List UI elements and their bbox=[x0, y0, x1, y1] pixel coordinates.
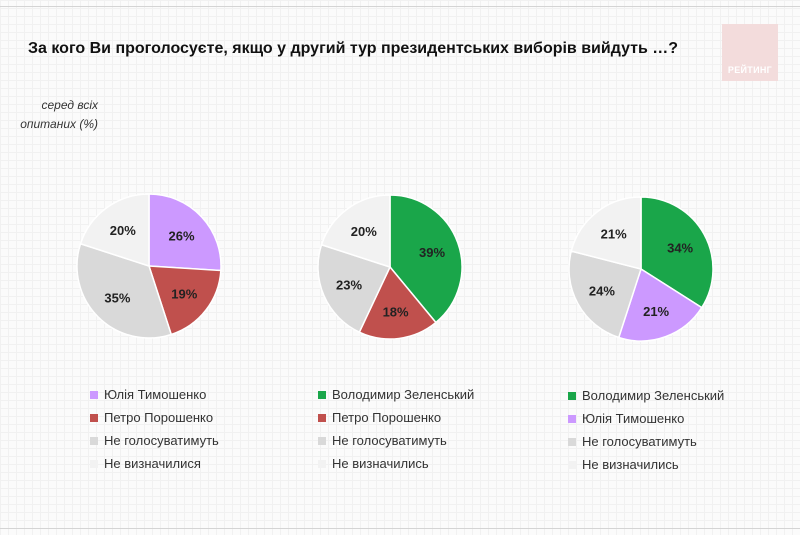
pie-slice bbox=[76, 242, 173, 339]
legend-label: Юлія Тимошенко bbox=[582, 411, 685, 426]
bottom-border-line bbox=[0, 528, 800, 529]
legend-label: Володимир Зеленський bbox=[582, 388, 725, 403]
subtitle-line-1: серед всіх bbox=[41, 98, 98, 112]
pie-chart-3: 34% 21% 24% 21% bbox=[568, 196, 714, 342]
pie-slice bbox=[79, 193, 150, 268]
pie-slice-label: 21% bbox=[601, 227, 627, 242]
legend-swatch bbox=[318, 436, 326, 445]
legend-2: Володимир Зеленський Петро Порошенко Не … bbox=[318, 383, 474, 475]
pie-slice bbox=[320, 194, 391, 269]
pie-slice-label: 23% bbox=[336, 278, 362, 293]
legend-swatch bbox=[90, 413, 98, 422]
legend-item: Не голосуватимуть bbox=[318, 429, 474, 452]
legend-label: Не голосуватимуть bbox=[104, 433, 219, 448]
pie-slice-label: 18% bbox=[383, 304, 409, 319]
subtitle-line-2: опитаних (%) bbox=[20, 117, 98, 131]
brand-logo: РЕЙТИНГ bbox=[722, 24, 778, 81]
legend-swatch bbox=[568, 460, 576, 469]
legend-label: Володимир Зеленський bbox=[332, 387, 475, 402]
pie-slice bbox=[147, 265, 222, 336]
legend-swatch bbox=[90, 436, 98, 445]
legend-swatch bbox=[318, 413, 326, 422]
pie-slice-label: 34% bbox=[667, 240, 693, 255]
chart-subtitle: серед всіх опитаних (%) bbox=[18, 96, 98, 134]
chart-title: За кого Ви проголосуєте, якщо у другий т… bbox=[28, 40, 679, 57]
brand-logo-text: РЕЙТИНГ bbox=[727, 65, 773, 75]
legend-swatch bbox=[90, 390, 98, 399]
legend-label: Не визначились bbox=[582, 457, 679, 472]
legend-item: Не визначились bbox=[318, 452, 474, 475]
pie-slice-label: 20% bbox=[110, 223, 136, 238]
pie-slice-label: 24% bbox=[589, 284, 615, 299]
legend-swatch bbox=[318, 390, 326, 399]
pie-slice bbox=[570, 196, 642, 270]
pie-chart-1: 26% 19% 35% 20% bbox=[76, 193, 222, 339]
pie-slice-label: 26% bbox=[169, 228, 195, 243]
pie-slice bbox=[389, 194, 463, 324]
pie-slice bbox=[358, 265, 437, 340]
pie-slice-label: 35% bbox=[104, 291, 130, 306]
legend-label: Не визначились bbox=[332, 456, 429, 471]
legend-label: Не голосуватимуть bbox=[582, 434, 697, 449]
legend-swatch bbox=[568, 391, 576, 400]
legend-swatch bbox=[318, 459, 326, 468]
legend-item: Юлія Тимошенко bbox=[90, 383, 219, 406]
pie-slice bbox=[617, 267, 703, 342]
legend-label: Юлія Тимошенко bbox=[104, 387, 207, 402]
top-border-line bbox=[0, 6, 800, 7]
legend-item: Не голосуватимуть bbox=[568, 430, 724, 453]
legend-label: Не голосуватимуть bbox=[332, 433, 447, 448]
pie-slice-label: 19% bbox=[171, 286, 197, 301]
legend-item: Не голосуватимуть bbox=[90, 429, 219, 452]
pie-slice bbox=[317, 243, 392, 334]
pie-chart-2: 39% 18% 23% 20% bbox=[317, 194, 463, 340]
legend-swatch bbox=[568, 414, 576, 423]
legend-swatch bbox=[568, 437, 576, 446]
pie-slice-label: 21% bbox=[643, 304, 669, 319]
legend-label: Не визначилися bbox=[104, 456, 201, 471]
legend-item: Петро Порошенко bbox=[318, 406, 474, 429]
legend-item: Володимир Зеленський bbox=[568, 384, 724, 407]
legend-label: Петро Порошенко bbox=[332, 410, 442, 425]
legend-label: Петро Порошенко bbox=[104, 410, 214, 425]
legend-item: Не визначилися bbox=[90, 452, 219, 475]
pie-slice-label: 20% bbox=[351, 224, 377, 239]
pie-slice-label: 39% bbox=[419, 245, 445, 260]
legend-1: Юлія Тимошенко Петро Порошенко Не голосу… bbox=[90, 383, 219, 475]
legend-item: Юлія Тимошенко bbox=[568, 407, 724, 430]
legend-3: Володимир Зеленський Юлія Тимошенко Не г… bbox=[568, 384, 724, 476]
legend-item: Петро Порошенко bbox=[90, 406, 219, 429]
pie-slice bbox=[568, 250, 642, 339]
pie-slice bbox=[148, 193, 222, 272]
legend-item: Володимир Зеленський bbox=[318, 383, 474, 406]
legend-item: Не визначились bbox=[568, 453, 724, 476]
legend-swatch bbox=[90, 459, 98, 468]
